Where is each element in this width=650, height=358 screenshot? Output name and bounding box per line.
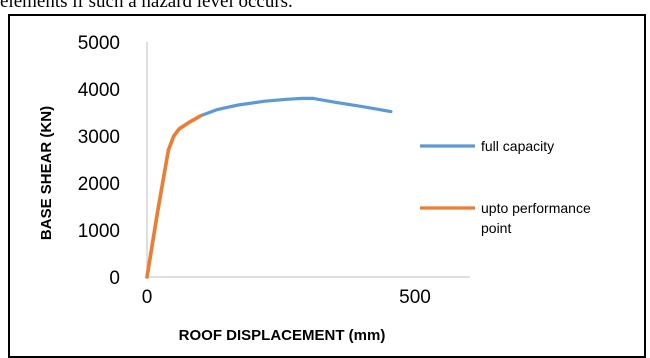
y-tick-label: 1000 xyxy=(78,221,120,242)
x-axis-label: ROOF DISPLACEMENT (mm) xyxy=(179,327,386,344)
y-tick-label: 2000 xyxy=(78,174,120,195)
x-tick-label: 0 xyxy=(142,287,153,308)
tick-labels: 0 1000 2000 3000 4000 5000 0 500 xyxy=(78,33,431,308)
series-lines xyxy=(145,96,393,279)
legend-label: upto performance point xyxy=(481,200,591,236)
axes xyxy=(146,42,470,278)
y-tick-label: 3000 xyxy=(78,127,120,148)
legend: full capacity upto performance point xyxy=(420,138,591,236)
preceding-text-line: elements if such a hazard level occurs. xyxy=(0,0,293,12)
legend-label: full capacity xyxy=(481,138,554,154)
y-tick-label: 5000 xyxy=(78,33,120,54)
y-axis-label: BASE SHEAR (KN) xyxy=(38,106,55,240)
chart-frame xyxy=(8,14,646,358)
x-tick-label: 500 xyxy=(399,287,431,308)
y-tick-label: 0 xyxy=(109,268,120,289)
y-tick-label: 4000 xyxy=(78,80,120,101)
series-line-upto-performance-point xyxy=(145,114,203,279)
